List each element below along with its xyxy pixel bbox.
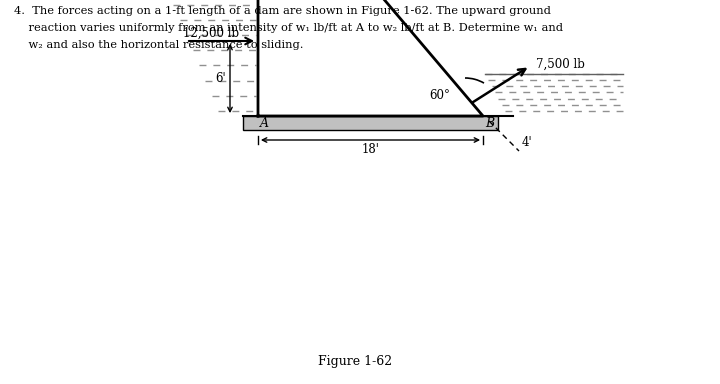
Text: B: B: [485, 117, 494, 130]
Text: 4.  The forces acting on a 1-ft length of a dam are shown in Figure 1-62. The up: 4. The forces acting on a 1-ft length of…: [14, 6, 551, 16]
Text: 12,500 lb: 12,500 lb: [183, 27, 239, 40]
Text: Figure 1-62: Figure 1-62: [318, 355, 392, 368]
Text: 7,500 lb: 7,500 lb: [536, 58, 585, 71]
Text: w₂ and also the horizontal resistance to sliding.: w₂ and also the horizontal resistance to…: [14, 40, 304, 50]
Text: 60°: 60°: [429, 89, 450, 102]
Polygon shape: [258, 0, 483, 116]
Bar: [243, 116, 498, 130]
Text: 6': 6': [215, 72, 226, 85]
Text: A: A: [260, 117, 269, 130]
Text: reaction varies uniformly from an intensity of w₁ lb/ft at A to w₂ lb/ft at B. D: reaction varies uniformly from an intens…: [14, 23, 563, 33]
Text: 18': 18': [361, 143, 379, 156]
Text: 4': 4': [522, 136, 533, 149]
